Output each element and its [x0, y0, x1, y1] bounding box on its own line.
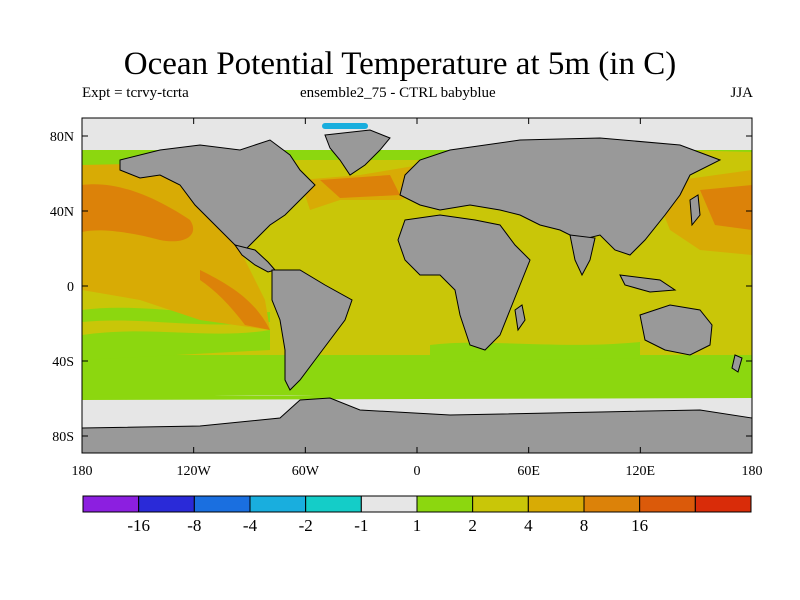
southern-green-band [82, 355, 752, 395]
africa [397, 214, 531, 351]
new-zealand [731, 354, 743, 373]
colorbar-swatch [583, 495, 641, 513]
antarctic-green-strip [82, 392, 752, 400]
colorbar-label: 4 [524, 516, 533, 535]
east-pacific-orange [200, 270, 270, 330]
greenland [324, 129, 391, 176]
south-america [271, 269, 353, 391]
colorbar-swatch [305, 495, 362, 513]
lon-tick-label: 0 [414, 464, 421, 479]
australia [639, 304, 713, 356]
colorbar-swatch [82, 495, 140, 513]
lon-tick-label: 60W [292, 464, 320, 479]
ensemble-label: ensemble2_75 - CTRL babyblue [300, 85, 496, 101]
lat-tick-label: 40S [52, 355, 74, 370]
japan [689, 194, 701, 227]
colorbar-swatch [360, 495, 418, 513]
nw-pacific-dark-orange [700, 185, 752, 230]
colorbar-label: -2 [299, 516, 313, 535]
latitude-axis: 80N 40N 0 40S 80S [50, 130, 752, 445]
lat-tick-label: 40N [50, 205, 74, 220]
colorbar-label: 2 [468, 516, 477, 535]
season-label: JJA [730, 85, 753, 101]
eurasia [399, 137, 722, 256]
colorbar-label: 8 [580, 516, 589, 535]
colorbar-swatch [527, 495, 585, 513]
lon-tick-label: 120W [177, 464, 212, 479]
north-atlantic-dark-orange [320, 175, 400, 198]
lon-tick-label: 180 [72, 464, 93, 479]
colorbar-label: -16 [127, 516, 150, 535]
colorbar-swatch [416, 495, 474, 513]
lon-tick-label: 120E [626, 464, 656, 479]
colorbar-label: 16 [631, 516, 648, 535]
colorbar-label: -1 [354, 516, 368, 535]
colorbar: -16 -8 -4 -2 -1 1 2 4 8 16 [82, 495, 752, 535]
map-title: Ocean Potential Temperature at 5m (in C) [123, 46, 677, 82]
colorbar-swatch [639, 495, 696, 513]
experiment-label: Expt = tcrvy-tcrta [82, 85, 189, 101]
colorbar-swatch [472, 495, 529, 513]
lat-tick-label: 80N [50, 130, 74, 145]
se-asia-islands [619, 274, 677, 293]
lat-tick-label: 80S [52, 430, 74, 445]
colorbar-label: -4 [243, 516, 258, 535]
colorbar-label: 1 [413, 516, 422, 535]
madagascar [514, 304, 526, 332]
longitude-axis: 180 120W 60W 0 60E 120E 180 [72, 118, 763, 479]
colorbar-swatch [249, 495, 307, 513]
colorbar-label: -8 [187, 516, 201, 535]
colorbar-swatch [193, 495, 251, 513]
map-panel [81, 117, 753, 454]
lon-tick-label: 180 [742, 464, 763, 479]
north-america [119, 139, 316, 251]
arctic-negative-patch [322, 123, 368, 129]
lat-tick-label: 0 [67, 280, 74, 295]
southern-green-patch [82, 330, 270, 360]
colorbar-swatch [694, 495, 752, 513]
land-masses [81, 129, 753, 454]
lon-tick-label: 60E [517, 464, 540, 479]
north-pacific-dark-orange [82, 184, 194, 242]
colorbar-swatch [138, 495, 195, 513]
india [569, 234, 596, 277]
